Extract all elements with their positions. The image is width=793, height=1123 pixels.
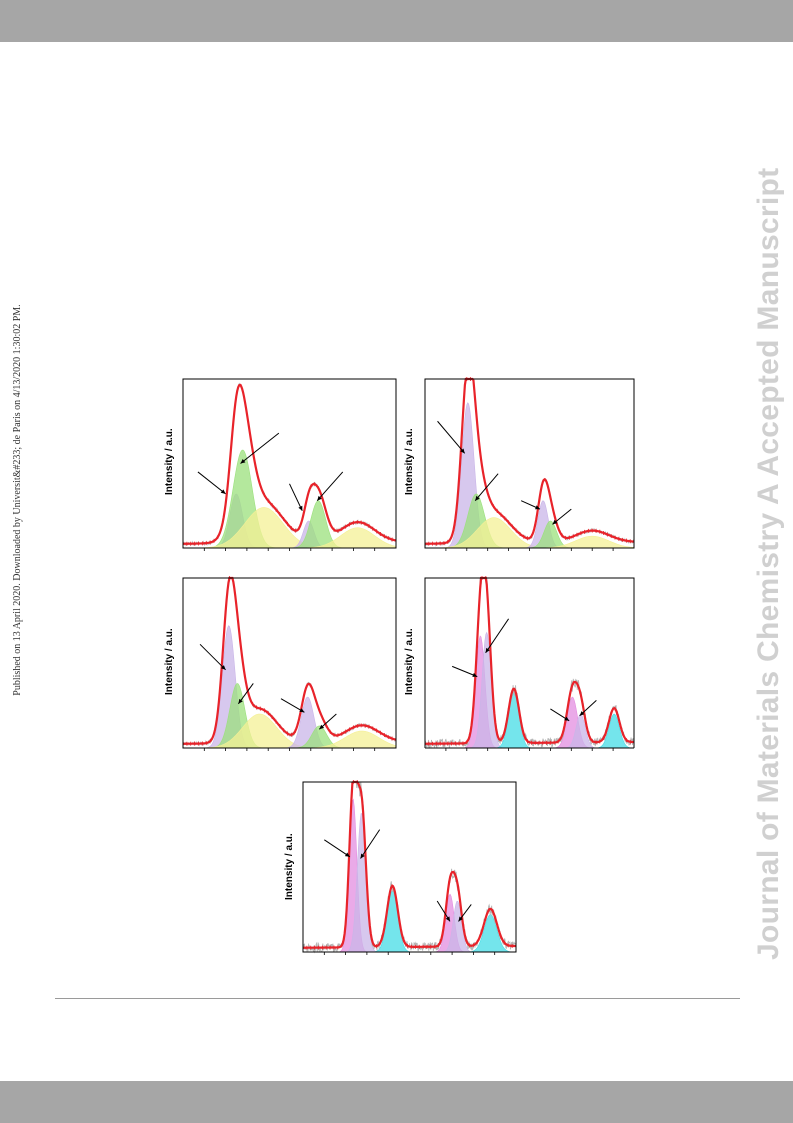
annotation-arrow-3 bbox=[550, 708, 570, 722]
fit-envelope bbox=[424, 377, 635, 545]
annotation-arrow-3 bbox=[436, 900, 451, 922]
journal-watermark: Journal of Materials Chemistry A Accepte… bbox=[752, 167, 785, 960]
spectrum-chart-1 bbox=[182, 378, 397, 551]
footer-band bbox=[0, 1081, 793, 1123]
spectrum-chart-3 bbox=[182, 576, 397, 751]
component-peak-2 bbox=[425, 631, 634, 749]
annotation-arrow-2 bbox=[485, 618, 510, 654]
publication-note: Published on 13 April 2020. Downloaded b… bbox=[12, 304, 23, 696]
measured-data bbox=[424, 577, 635, 749]
annotation-arrow-2 bbox=[474, 473, 499, 502]
annotation-arrow-3 bbox=[280, 698, 305, 713]
annotation-arrow-3 bbox=[289, 483, 303, 512]
annotation-arrow-2 bbox=[237, 683, 254, 705]
spectrum-panel-4: Intensity / a.u. bbox=[390, 575, 645, 760]
fit-envelope bbox=[424, 576, 635, 745]
fit-envelope bbox=[182, 383, 397, 545]
measured-data bbox=[182, 382, 397, 547]
annotation-arrow-1 bbox=[437, 420, 466, 454]
component-peak-1 bbox=[425, 402, 634, 549]
spectrum-chart-5 bbox=[302, 780, 517, 955]
annotation-arrow-1 bbox=[199, 643, 226, 671]
measured-data bbox=[182, 577, 397, 747]
fit-envelope bbox=[302, 780, 517, 949]
spectrum-panel-5: Intensity / a.u. bbox=[270, 780, 525, 965]
annotation-arrow-2 bbox=[240, 432, 280, 464]
annotation-arrow-4 bbox=[316, 471, 344, 502]
spectrum-panel-2: Intensity / a.u. bbox=[390, 375, 645, 560]
annotation-arrow-2 bbox=[360, 829, 381, 859]
header-band bbox=[0, 0, 793, 42]
annotation-arrow-1 bbox=[451, 665, 478, 678]
annotation-arrow-4 bbox=[579, 700, 597, 717]
plot-frame bbox=[424, 577, 635, 748]
annotation-arrow-4 bbox=[318, 713, 337, 730]
spectrum-chart-4 bbox=[424, 576, 635, 751]
component-peak-1 bbox=[425, 635, 634, 749]
spectrum-panel-1: Intensity / a.u. bbox=[150, 375, 405, 560]
annotation-arrow-4 bbox=[458, 904, 472, 922]
annotation-arrow-4 bbox=[552, 508, 572, 525]
annotation-arrow-3 bbox=[520, 500, 541, 510]
footer-rule bbox=[55, 998, 740, 999]
plot-frame bbox=[182, 577, 397, 749]
annotation-arrow-1 bbox=[197, 471, 226, 495]
fit-envelope bbox=[182, 576, 397, 745]
annotation-arrow-1 bbox=[324, 839, 351, 858]
spectrum-chart-2 bbox=[424, 377, 635, 551]
spectrum-panel-3: Intensity / a.u. bbox=[150, 575, 405, 760]
